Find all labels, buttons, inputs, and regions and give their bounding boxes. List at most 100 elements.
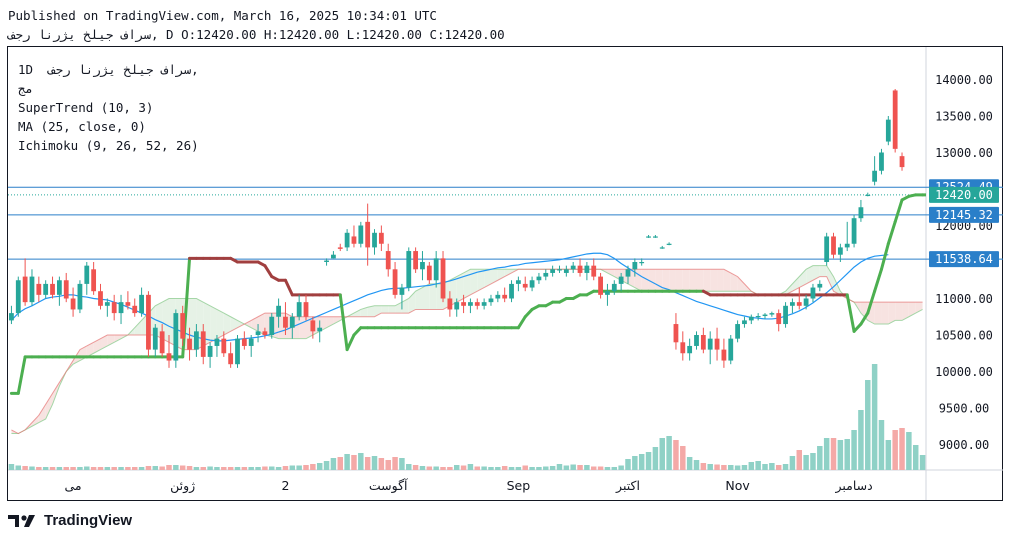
ichimoku-cloud-segment bbox=[388, 305, 396, 314]
supertrend-segment bbox=[873, 267, 883, 293]
candle-body bbox=[728, 338, 734, 361]
y-tick-label: 9500.00 bbox=[939, 402, 990, 416]
supertrend-segment bbox=[523, 307, 534, 319]
published-header: Published on TradingView.com, March 16, … bbox=[8, 8, 437, 23]
candle-body bbox=[700, 335, 706, 350]
ichimoku-cloud-segment bbox=[703, 269, 711, 292]
candle-body bbox=[248, 338, 254, 346]
candle-body bbox=[611, 283, 617, 292]
candle-body bbox=[474, 302, 480, 306]
tradingview-logo[interactable]: TradingView bbox=[8, 512, 132, 529]
ichimoku-cloud-segment bbox=[381, 305, 389, 314]
candle-body bbox=[652, 236, 658, 238]
ichimoku-cloud-segment bbox=[162, 298, 169, 343]
ichimoku-cloud-segment bbox=[107, 335, 115, 346]
ichimoku-cloud-segment bbox=[710, 269, 718, 292]
volume-bar bbox=[666, 436, 672, 470]
x-tick-label: می bbox=[65, 478, 82, 493]
volume-bar bbox=[495, 467, 501, 470]
volume-bar bbox=[467, 464, 474, 470]
supertrend-segment bbox=[516, 315, 527, 330]
volume-bar bbox=[885, 440, 892, 470]
ichimoku-cloud-segment bbox=[662, 269, 670, 292]
volume-bar bbox=[899, 428, 905, 470]
candle-body bbox=[769, 313, 775, 315]
candle-body bbox=[159, 331, 165, 354]
volume-bar bbox=[700, 463, 707, 470]
volume-bar bbox=[618, 465, 624, 470]
legend-supertrend[interactable]: SuperTrend (10, 3) bbox=[18, 100, 154, 115]
candle-body bbox=[372, 232, 377, 248]
volume-bar bbox=[145, 466, 152, 470]
candle-body bbox=[605, 291, 610, 295]
ichimoku-cloud-segment bbox=[244, 320, 252, 328]
volume-bar bbox=[789, 456, 796, 470]
level-label-box bbox=[929, 251, 999, 268]
volume-bar bbox=[49, 467, 56, 470]
x-tick-label: اکتبر bbox=[615, 478, 640, 494]
ichimoku-cloud-segment bbox=[31, 415, 39, 427]
legend-ma[interactable]: MA (25, close, 0) bbox=[18, 119, 146, 134]
legend-ichimoku[interactable]: Ichimoku (9, 26, 52, 26) bbox=[18, 138, 199, 153]
candle-body bbox=[687, 345, 693, 354]
volume-bar bbox=[131, 467, 138, 470]
volume-bar bbox=[460, 465, 467, 470]
ichimoku-cloud-segment bbox=[45, 393, 53, 419]
volume-bar bbox=[296, 465, 302, 470]
ichimoku-cloud-segment bbox=[826, 265, 834, 292]
ichimoku-cloud-segment bbox=[641, 269, 649, 292]
volume-bar bbox=[830, 438, 837, 470]
candle-body bbox=[104, 302, 110, 306]
ichimoku-cloud-segment bbox=[134, 320, 142, 335]
candle-body bbox=[625, 269, 631, 277]
volume-bar bbox=[186, 466, 193, 470]
candle-body bbox=[680, 342, 686, 354]
ichimoku-cloud-segment bbox=[737, 276, 745, 292]
ichimoku-cloud-segment bbox=[717, 269, 724, 292]
volume-bar bbox=[22, 466, 28, 470]
ichimoku-cloud-segment bbox=[504, 269, 512, 277]
ichimoku-cloud-segment bbox=[360, 307, 368, 317]
ichimoku-cloud-segment bbox=[723, 269, 731, 292]
candle-body bbox=[536, 276, 542, 281]
ichimoku-cloud-segment bbox=[230, 316, 238, 332]
volume-bar bbox=[248, 467, 254, 470]
candle-body bbox=[515, 280, 521, 284]
volume-bar bbox=[63, 467, 69, 470]
ichimoku-cloud-segment bbox=[367, 305, 375, 317]
candle-body bbox=[399, 287, 405, 295]
candle-body bbox=[187, 338, 192, 350]
volume-bar bbox=[419, 466, 426, 470]
candle-body bbox=[461, 302, 466, 306]
level-label: 11538.64 bbox=[935, 252, 993, 266]
volume-bar bbox=[440, 467, 446, 470]
candle-body bbox=[296, 302, 302, 317]
candle-body bbox=[666, 243, 672, 245]
candle-body bbox=[872, 170, 878, 182]
candle-body bbox=[707, 338, 713, 350]
ichimoku-cloud-segment bbox=[908, 302, 916, 317]
ichimoku-cloud-segment bbox=[463, 269, 471, 299]
volume-bar bbox=[351, 455, 357, 470]
volume-bar bbox=[823, 438, 830, 470]
volume-bar bbox=[865, 380, 871, 470]
volume-bar bbox=[323, 461, 330, 470]
candle-body bbox=[200, 331, 206, 357]
candle-body bbox=[783, 305, 788, 325]
volume-bar bbox=[8, 464, 15, 470]
candle-body bbox=[570, 265, 576, 270]
volume-bar bbox=[645, 452, 652, 470]
volume-bar bbox=[543, 466, 549, 470]
supertrend-segment bbox=[859, 311, 870, 326]
volume-bar bbox=[707, 464, 713, 470]
volume-bar bbox=[878, 420, 885, 470]
ichimoku-cloud-segment bbox=[484, 269, 491, 288]
ichimoku-cloud-segment bbox=[93, 338, 101, 354]
volume-bar bbox=[453, 465, 460, 470]
candle-body bbox=[152, 327, 158, 350]
volume-bar bbox=[892, 430, 898, 470]
ichimoku-cloud-segment bbox=[689, 269, 697, 292]
level-label: 12145.32 bbox=[935, 208, 993, 222]
volume-bar bbox=[173, 465, 179, 470]
